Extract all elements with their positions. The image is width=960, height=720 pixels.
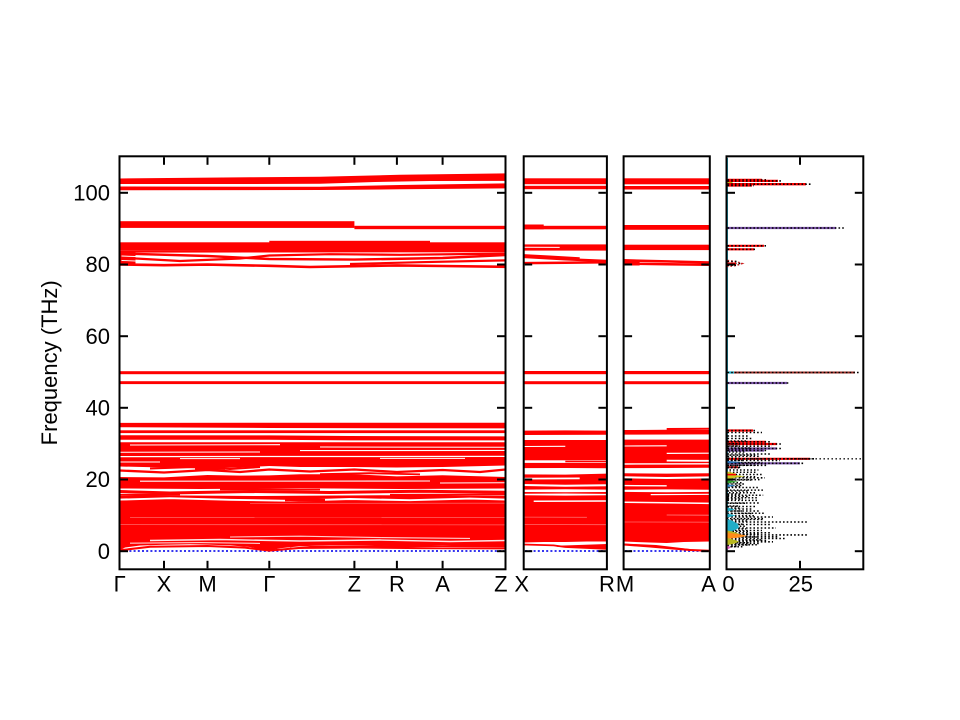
svg-text:0: 0 bbox=[98, 539, 110, 564]
svg-text:Z: Z bbox=[348, 572, 361, 597]
svg-text:20: 20 bbox=[86, 467, 110, 492]
svg-text:A: A bbox=[701, 572, 716, 597]
svg-text:Frequency (THz): Frequency (THz) bbox=[37, 280, 62, 445]
svg-text:80: 80 bbox=[86, 252, 110, 277]
svg-text:R: R bbox=[389, 572, 405, 597]
svg-text:X: X bbox=[514, 572, 529, 597]
svg-text:A: A bbox=[435, 572, 450, 597]
svg-text:X: X bbox=[157, 572, 172, 597]
svg-text:M: M bbox=[616, 572, 634, 597]
svg-text:25: 25 bbox=[789, 572, 813, 597]
svg-text:40: 40 bbox=[86, 395, 110, 420]
svg-text:100: 100 bbox=[73, 180, 110, 205]
svg-text:R: R bbox=[599, 572, 615, 597]
svg-text:Z: Z bbox=[494, 572, 507, 597]
svg-text:Γ: Γ bbox=[263, 572, 275, 597]
svg-text:0: 0 bbox=[722, 572, 734, 597]
svg-text:M: M bbox=[198, 572, 216, 597]
svg-text:60: 60 bbox=[86, 324, 110, 349]
svg-text:Γ: Γ bbox=[114, 572, 126, 597]
